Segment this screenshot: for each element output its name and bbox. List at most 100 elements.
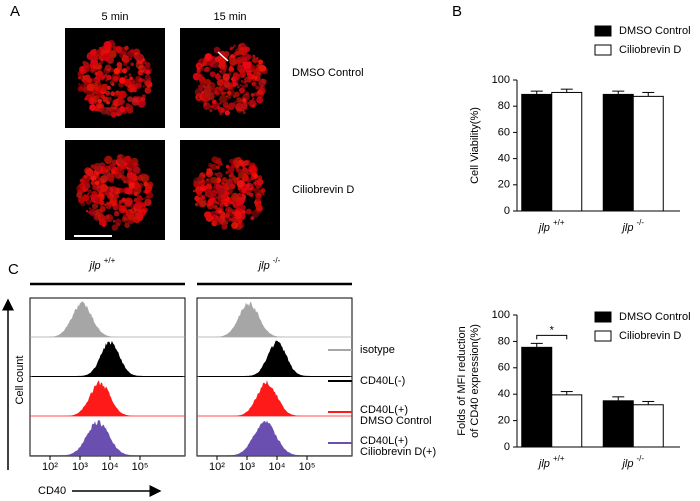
fluorescence-spot (204, 211, 212, 219)
fluorescence-spot (257, 63, 263, 69)
fluorescence-spot (227, 166, 235, 174)
fluorescence-spot (254, 181, 262, 189)
fluorescence-spot (232, 94, 236, 98)
fluorescence-spot (199, 184, 206, 191)
fluorescence-spot (125, 103, 131, 108)
y-tick-label: 0 (504, 205, 510, 217)
fluorescence-spot (205, 66, 211, 73)
column-label: 15 min (213, 11, 246, 23)
fluorescence-spot (257, 175, 263, 181)
fluorescence-spot (113, 202, 117, 206)
fluorescence-spot (240, 74, 245, 78)
bar (551, 394, 583, 448)
bar (521, 346, 553, 448)
fluorescence-spot (145, 200, 150, 205)
fluorescence-spot (119, 77, 126, 84)
fluorescence-spot (103, 40, 112, 50)
fluorescence-spot (224, 188, 228, 192)
fluorescence-spot (94, 80, 102, 88)
fluorescence-spot (88, 207, 92, 210)
fluorescence-spot (76, 184, 84, 192)
fluorescence-spot (83, 64, 92, 72)
y-tick-label: 100 (492, 309, 510, 321)
fluorescence-spot (133, 173, 136, 176)
fluorescence-spot (239, 208, 243, 212)
histogram (199, 420, 350, 456)
fluorescence-spot (224, 202, 229, 207)
fluorescence-spot (250, 176, 255, 181)
fluorescence-spot (99, 46, 102, 50)
fluorescence-spot (84, 97, 88, 101)
fluorescence-spot (108, 50, 117, 59)
axis-label: CD40 (38, 485, 66, 497)
fluorescence-spot (138, 78, 143, 82)
fluorescence-spot (209, 108, 213, 113)
axis-label: Folds of MFI reduction (456, 326, 468, 435)
fluorescence-spot (254, 58, 259, 63)
fluorescence-spot (236, 206, 241, 210)
fluorescence-spot (107, 96, 112, 101)
fluorescence-spot (250, 92, 255, 97)
fluorescence-spot (144, 87, 152, 94)
fluorescence-spot (118, 200, 123, 204)
fluorescence-spot (117, 63, 122, 68)
fluorescence-spot (239, 87, 246, 94)
fluorescence-spot (220, 108, 226, 113)
fluorescence-spot (197, 64, 201, 68)
fluorescence-spot (224, 221, 229, 225)
fluorescence-spot (224, 91, 227, 94)
y-tick-label: 20 (498, 415, 510, 427)
fluorescence-spot (199, 200, 207, 208)
fluorescence-spot (213, 204, 218, 210)
fluorescence-spot (235, 168, 239, 171)
fluorescence-spot (129, 177, 132, 181)
fluorescence-spot (118, 174, 123, 179)
fluorescence-spot (210, 176, 218, 184)
fluorescence-spot (206, 84, 211, 89)
fluorescence-spot (115, 194, 120, 199)
axis-label: Cell count (14, 356, 26, 405)
fluorescence-spot (256, 96, 264, 104)
bar (632, 404, 664, 448)
histogram (32, 420, 183, 456)
fluorescence-spot (127, 212, 136, 221)
fluorescence-spot (99, 201, 104, 205)
bar (602, 400, 634, 448)
fluorescence-spot (127, 168, 132, 174)
panel-label: C (8, 261, 19, 278)
fluorescence-spot (124, 45, 129, 51)
x-tick-label: 10⁵ (132, 461, 149, 473)
fluorescence-spot (219, 201, 224, 205)
fluorescence-spot (132, 162, 138, 167)
fluorescence-spot (89, 49, 97, 57)
x-tick-label: 10³ (239, 461, 255, 473)
fluorescence-spot (119, 167, 122, 171)
fluorescence-spot (250, 216, 255, 221)
fluorescence-spot (101, 179, 105, 183)
fluorescence-spot (238, 172, 244, 179)
fluorescence-spot (100, 106, 109, 115)
fluorescence-spot (137, 72, 141, 75)
fluorescence-spot (82, 194, 90, 202)
fluorescence-spot (135, 82, 142, 90)
fluorescence-spot (224, 110, 230, 116)
fluorescence-spot (258, 78, 266, 87)
fluorescence-spot (118, 205, 127, 214)
histogram (199, 301, 350, 337)
fluorescence-spot (235, 164, 240, 169)
fluorescence-spot (242, 49, 245, 52)
annotation: * (550, 324, 555, 336)
fluorescence-spot (253, 181, 256, 185)
fluorescence-spot (216, 202, 220, 205)
fluorescence-spot (200, 64, 204, 68)
y-tick-label: 100 (492, 74, 510, 86)
fluorescence-spot (94, 76, 97, 80)
fluorescence-spot (84, 74, 91, 81)
fluorescence-spot (93, 162, 102, 172)
fluorescence-spot (102, 53, 111, 62)
fluorescence-spot (239, 194, 243, 198)
fluorescence-spot (87, 189, 92, 194)
group-label: jlp -/- (257, 256, 281, 272)
fluorescence-spot (232, 46, 235, 49)
fluorescence-spot (89, 97, 94, 102)
